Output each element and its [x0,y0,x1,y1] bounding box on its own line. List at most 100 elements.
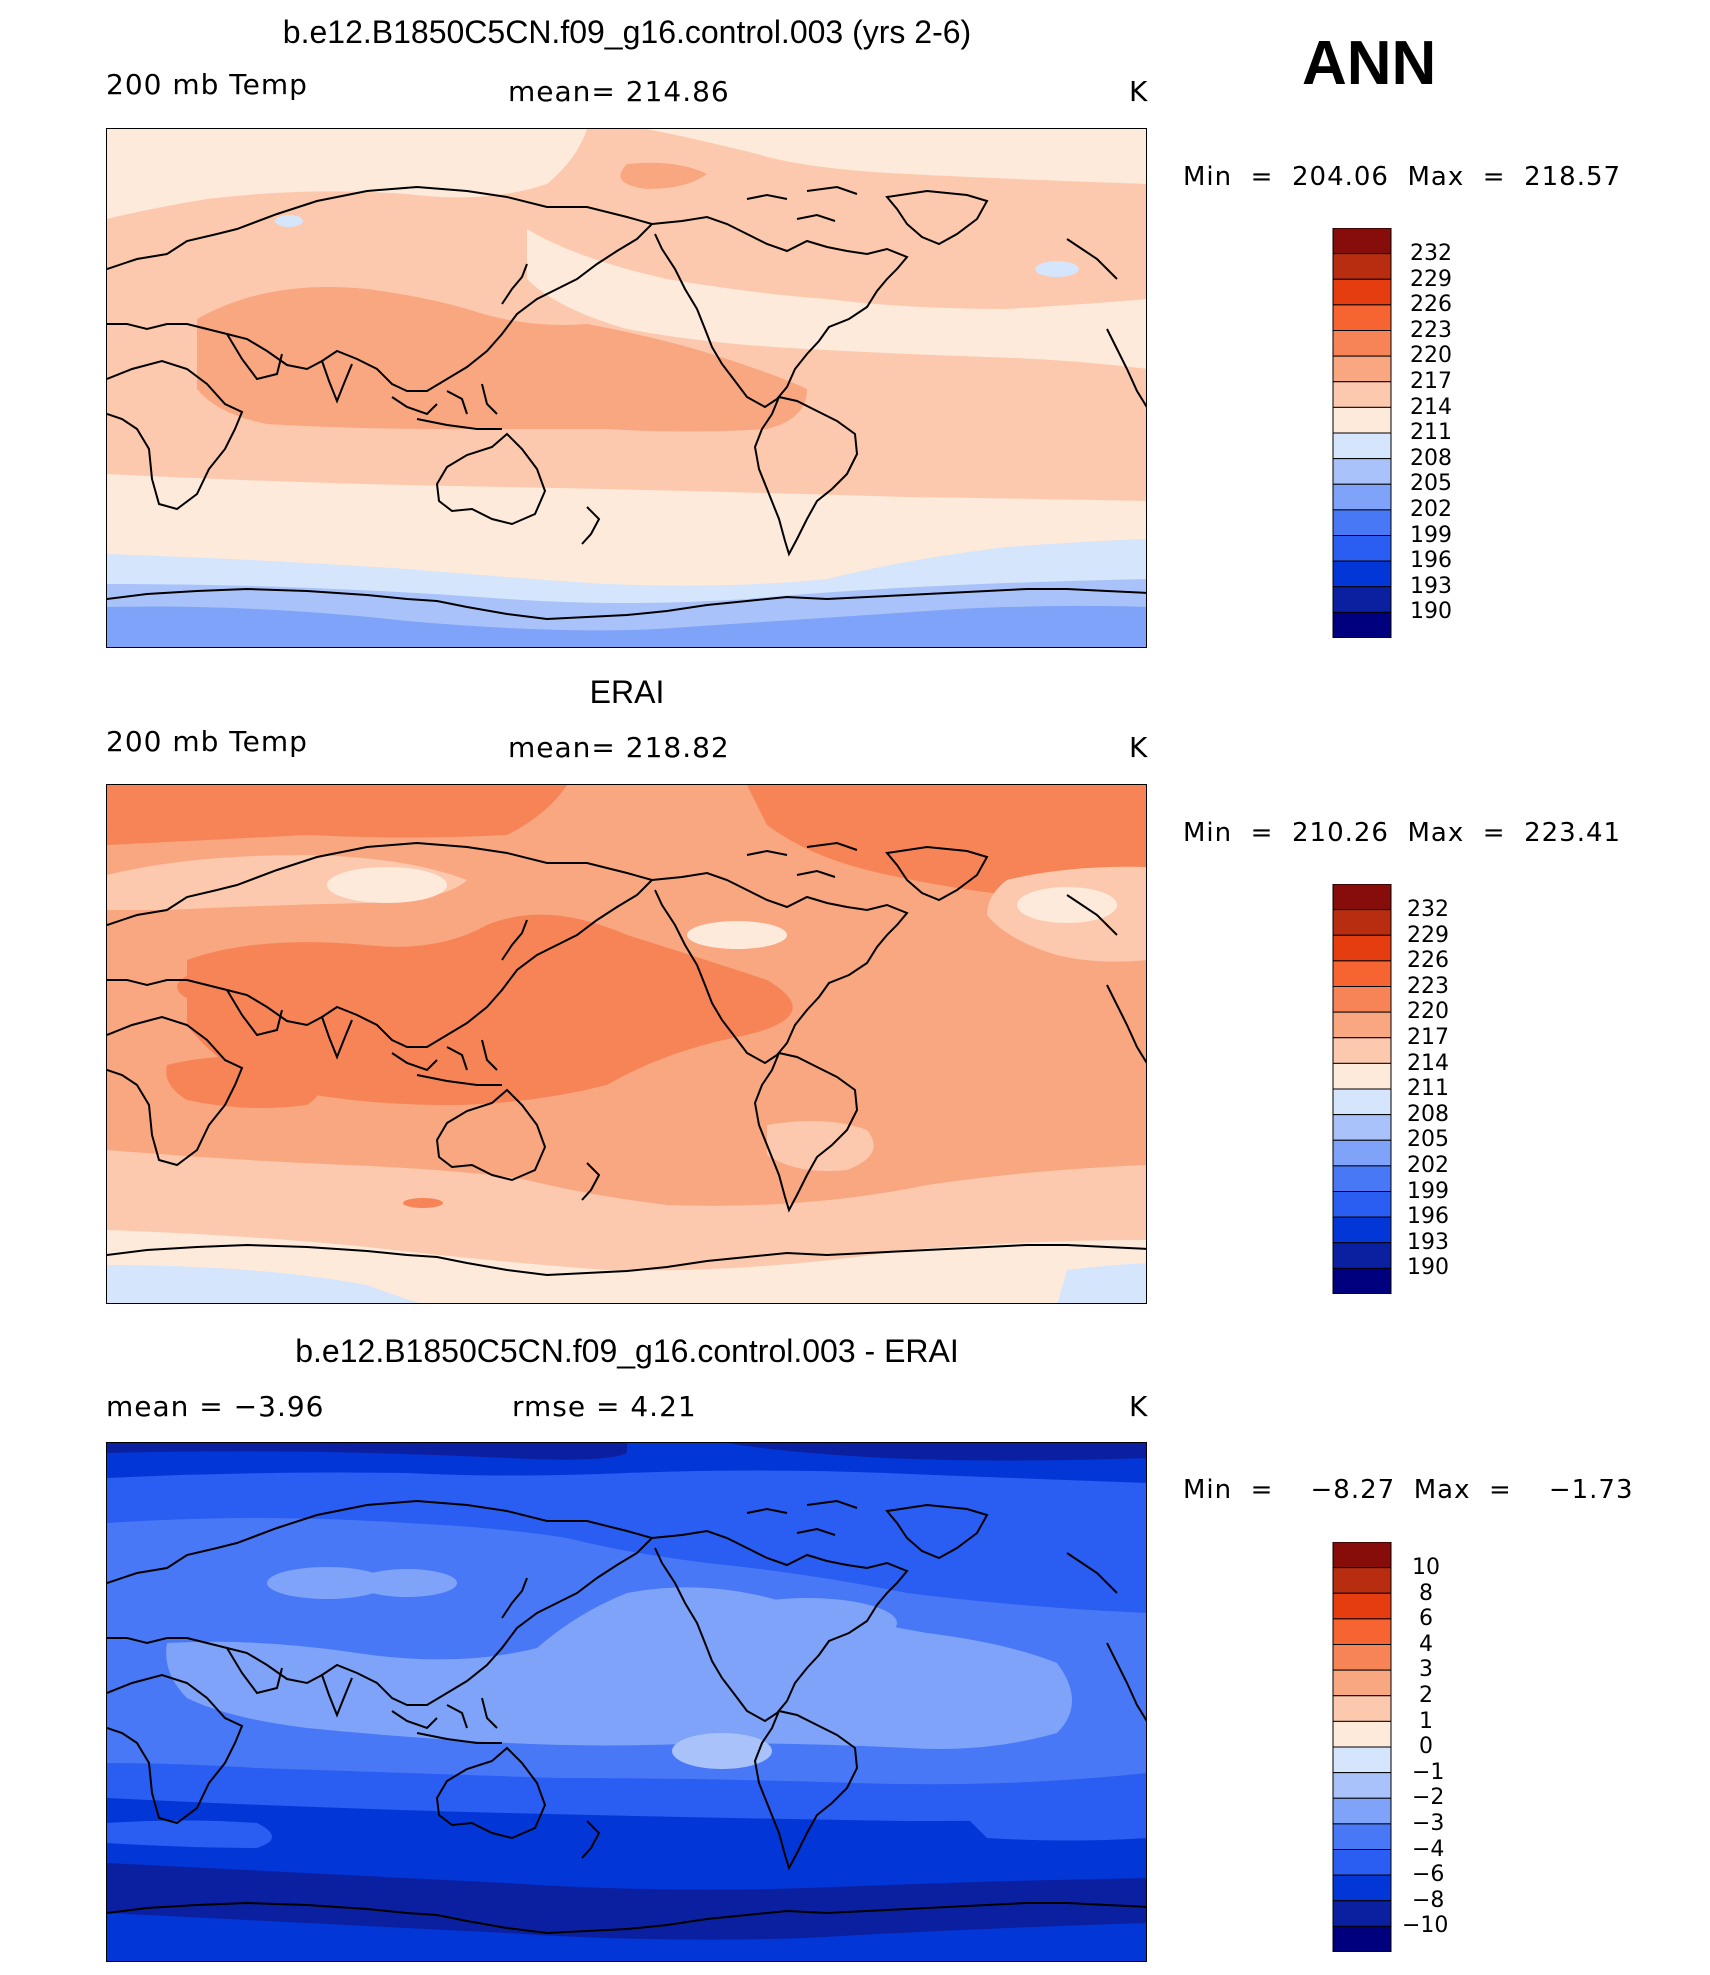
colorbar-swatch [1332,509,1392,536]
colorbar-swatch [1332,1114,1392,1141]
panel2-colorbar-tick: 199 [1407,1178,1449,1204]
colorbar-swatch [1332,1191,1392,1218]
panel1-colorbar-tick: 220 [1410,343,1452,369]
colorbar-swatch [1332,1772,1392,1799]
colorbar-swatch [1332,1720,1392,1748]
colorbar-swatch [1332,1242,1392,1269]
colorbar-swatch [1332,253,1392,280]
colorbar-swatch [1332,1088,1392,1116]
colorbar-swatch [1332,1823,1392,1850]
colorbar-swatch [1332,883,1392,911]
panel1-colorbar [1332,227,1392,639]
panel3-colorbar-tick: 8 [1419,1580,1433,1606]
panel3-colorbar-tick: 1 [1419,1708,1433,1734]
colorbar-swatch [1332,1037,1392,1064]
colorbar-swatch [1332,1139,1392,1167]
colorbar-swatch [1332,304,1392,331]
panel3-colorbar-tick: −1 [1412,1759,1445,1785]
colorbar-swatch [1332,960,1392,987]
colorbar-swatch [1332,483,1392,511]
panel1-colorbar-tick: 196 [1410,548,1452,574]
panel2-colorbar-tick: 232 [1407,897,1449,922]
colorbar-swatch [1332,1062,1392,1090]
colorbar-swatch [1332,355,1392,383]
panel3-colorbar-tick: 10 [1412,1555,1440,1580]
panel1-title: b.e12.B1850C5CN.f09_g16.control.003 (yrs… [282,14,972,50]
colorbar-swatch [1332,586,1392,613]
colorbar-swatch [1332,1267,1392,1295]
panel1-colorbar-tick: 232 [1410,241,1452,266]
panel1-minmax: Min = 204.06 Max = 218.57 [1183,162,1622,192]
panel3-colorbar-tick: −6 [1412,1862,1445,1888]
panel2-colorbar-tick: 217 [1407,1025,1449,1050]
panel1-variable-label: 200 mb Temp [106,68,308,101]
panel1-colorbar-tick: 214 [1410,394,1452,420]
colorbar-swatch [1332,611,1392,639]
colorbar-swatch [1332,1797,1392,1825]
panel2-colorbar-tick: 214 [1407,1050,1449,1076]
panel1-map [106,128,1147,648]
colorbar-swatch [1332,909,1392,936]
panel2-colorbar-tick: 211 [1407,1076,1449,1102]
panel3-mean-label: mean = −3.96 [106,1390,325,1423]
panel1-unit-label: K [1129,75,1149,108]
colorbar-swatch [1332,1746,1392,1774]
panel3-colorbar-tick: −3 [1412,1811,1445,1836]
colorbar-swatch [1332,934,1392,962]
panel1-colorbar-tick: 211 [1410,420,1452,446]
season-label: ANN [1302,29,1437,98]
panel1-colorbar-tick: 202 [1410,497,1452,522]
colorbar-swatch [1332,1618,1392,1645]
colorbar-swatch [1332,1541,1392,1569]
panel2-colorbar-tick: 229 [1407,922,1449,948]
panel1-colorbar-tick: 226 [1410,292,1452,318]
colorbar-swatch [1332,1925,1392,1953]
panel2-unit-label: K [1129,731,1149,764]
colorbar-swatch [1332,1567,1392,1594]
colorbar-swatch [1332,227,1392,255]
panel3-title: b.e12.B1850C5CN.f09_g16.control.003 - ER… [295,1333,959,1369]
colorbar-swatch [1332,432,1392,460]
panel2-map [106,784,1147,1304]
colorbar-swatch [1332,1849,1392,1876]
colorbar-swatch [1332,986,1392,1013]
panel2-colorbar [1332,883,1392,1295]
panel3-rmse-label: rmse = 4.21 [512,1390,697,1423]
panel3-colorbar-tick: 3 [1419,1657,1433,1683]
panel3-map [106,1442,1147,1962]
panel2-colorbar-tick: 205 [1407,1127,1449,1153]
panel2-colorbar-tick: 226 [1407,948,1449,974]
panel2-colorbar-tick: 196 [1407,1204,1449,1230]
colorbar-swatch [1332,1592,1392,1620]
colorbar-swatch [1332,1165,1392,1192]
colorbar-swatch [1332,1644,1392,1671]
panel3-colorbar-tick: 4 [1419,1631,1433,1657]
panel2-colorbar-tick: 202 [1407,1153,1449,1178]
colorbar-swatch [1332,381,1392,408]
colorbar-swatch [1332,278,1392,306]
colorbar-swatch [1332,330,1392,357]
panel2-minmax: Min = 210.26 Max = 223.41 [1183,818,1622,848]
colorbar-swatch [1332,1695,1392,1722]
panel1-colorbar-tick: 223 [1410,317,1452,343]
colorbar-swatch [1332,1669,1392,1697]
panel1-colorbar-tick: 208 [1410,445,1452,471]
colorbar-swatch [1332,560,1392,588]
panel2-colorbar-tick: 193 [1407,1229,1449,1255]
panel3-colorbar-tick: 0 [1419,1734,1433,1760]
panel2-title: ERAI [589,674,665,710]
panel3-minmax: Min = −8.27 Max = −1.73 [1183,1475,1634,1505]
panel3-unit-label: K [1129,1390,1149,1423]
panel1-colorbar-tick: 205 [1410,471,1452,497]
panel2-colorbar-tick: 190 [1407,1255,1449,1281]
panel2-colorbar-tick: 223 [1407,973,1449,999]
panel3-colorbar-tick: 2 [1419,1683,1433,1708]
panel2-mean-label: mean= 218.82 [508,731,730,764]
panel3-colorbar-tick: 6 [1419,1606,1433,1632]
panel1-colorbar-tick: 190 [1410,599,1452,625]
panel1-colorbar-tick: 193 [1410,573,1452,599]
panel1-mean-label: mean= 214.86 [508,75,730,108]
colorbar-swatch [1332,535,1392,562]
panel1-colorbar-tick: 199 [1410,522,1452,548]
colorbar-swatch [1332,406,1392,434]
